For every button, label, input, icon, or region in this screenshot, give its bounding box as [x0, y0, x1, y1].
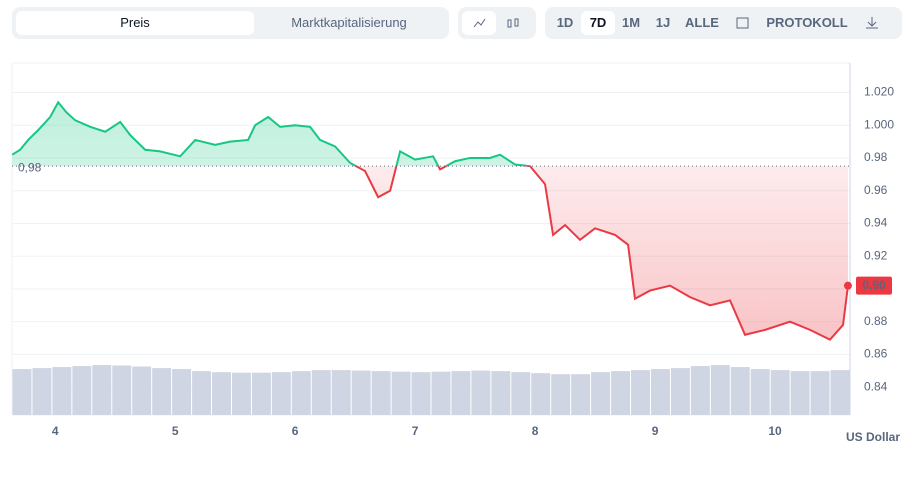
volume-bar — [112, 365, 132, 415]
y-tick-label: 0.86 — [864, 347, 888, 361]
volume-bar — [451, 371, 471, 415]
volume-bar — [391, 371, 411, 415]
y-tick-label: 1.000 — [864, 117, 894, 131]
volume-bar — [670, 368, 690, 415]
candle-icon[interactable] — [496, 11, 530, 35]
area-up — [12, 102, 848, 167]
volume-bar — [132, 366, 152, 415]
volume-bar — [291, 371, 311, 415]
line-icon[interactable] — [462, 11, 496, 35]
volume-bar — [650, 369, 670, 415]
volume-bar — [32, 368, 52, 415]
volume-bar — [611, 371, 631, 415]
y-tick-label: 1.020 — [864, 85, 894, 99]
volume-bar — [92, 365, 112, 415]
volume-bar — [12, 369, 32, 415]
x-tick-label: 8 — [532, 424, 539, 438]
range[interactable]: 1D — [556, 15, 574, 30]
volume-bar — [690, 366, 710, 415]
volume-bar — [52, 367, 72, 415]
volume-bar — [471, 370, 491, 415]
volume-bar — [491, 371, 511, 415]
range-group: 1D 7D 1M 1J ALLE PROTOKOLL — [545, 7, 902, 39]
calendar-icon[interactable] — [725, 11, 759, 35]
volume-bar — [511, 372, 531, 415]
last-label: 0.90 — [862, 278, 886, 292]
range[interactable]: 1J — [655, 15, 671, 30]
x-tick-label: 7 — [412, 424, 419, 438]
volume-bar — [172, 369, 192, 415]
volume-bar — [790, 371, 810, 415]
volume-bar — [810, 371, 830, 415]
x-tick-label: 10 — [768, 424, 782, 438]
y-tick-label: 0.92 — [864, 248, 888, 262]
volume-bar — [351, 370, 371, 415]
volume-bar — [551, 374, 571, 415]
y-tick-label: 0.84 — [864, 379, 888, 393]
volume-bar — [231, 372, 251, 415]
volume-bar — [710, 365, 730, 415]
volume-bar — [212, 372, 231, 415]
volume-bar — [411, 372, 431, 415]
volume-bar — [750, 369, 770, 415]
y-axis-label: US Dollar — [846, 430, 900, 444]
volume-bar — [631, 370, 650, 415]
volume-bar — [72, 366, 92, 415]
y-tick-label: 0.94 — [864, 216, 888, 230]
x-tick-label: 4 — [52, 424, 59, 438]
volume-bar — [830, 370, 850, 415]
baseline-label: 0,98 — [18, 160, 42, 174]
volume-bar — [431, 371, 451, 415]
history[interactable]: PROTOKOLL — [766, 15, 848, 30]
tab-group: Preis Marktkapitalisierung — [12, 7, 449, 39]
volume-bar — [331, 370, 351, 415]
range[interactable]: ALLE — [685, 15, 719, 30]
x-tick-label: 5 — [172, 424, 179, 438]
range[interactable]: 1M — [621, 15, 641, 30]
volume-bar — [730, 367, 750, 415]
line-up — [11, 100, 532, 167]
line-down — [353, 166, 849, 341]
area-down — [356, 166, 848, 340]
y-tick-label: 0.96 — [864, 183, 888, 197]
y-tick-label: 0.88 — [864, 314, 888, 328]
volume-bar — [251, 372, 271, 415]
chart-type-group — [458, 7, 536, 39]
volume-bar — [271, 372, 291, 415]
volume-bar — [770, 370, 790, 415]
x-tick-label: 6 — [292, 424, 299, 438]
volume-bar — [371, 371, 391, 415]
volume-bar — [571, 374, 591, 415]
last-dot — [843, 281, 852, 290]
tab[interactable]: Preis — [16, 11, 254, 35]
range[interactable]: 7D — [581, 11, 615, 35]
last-label-box — [856, 276, 892, 295]
volume-bar — [311, 370, 331, 415]
x-tick-label: 9 — [652, 424, 659, 438]
download-icon[interactable] — [855, 11, 889, 35]
volume-bar — [152, 368, 172, 415]
volume-bar — [531, 373, 551, 415]
volume-bar — [591, 372, 611, 415]
volume-bar — [192, 371, 212, 415]
tab[interactable]: Marktkapitalisierung — [291, 15, 407, 30]
y-tick-label: 0.98 — [864, 150, 888, 164]
